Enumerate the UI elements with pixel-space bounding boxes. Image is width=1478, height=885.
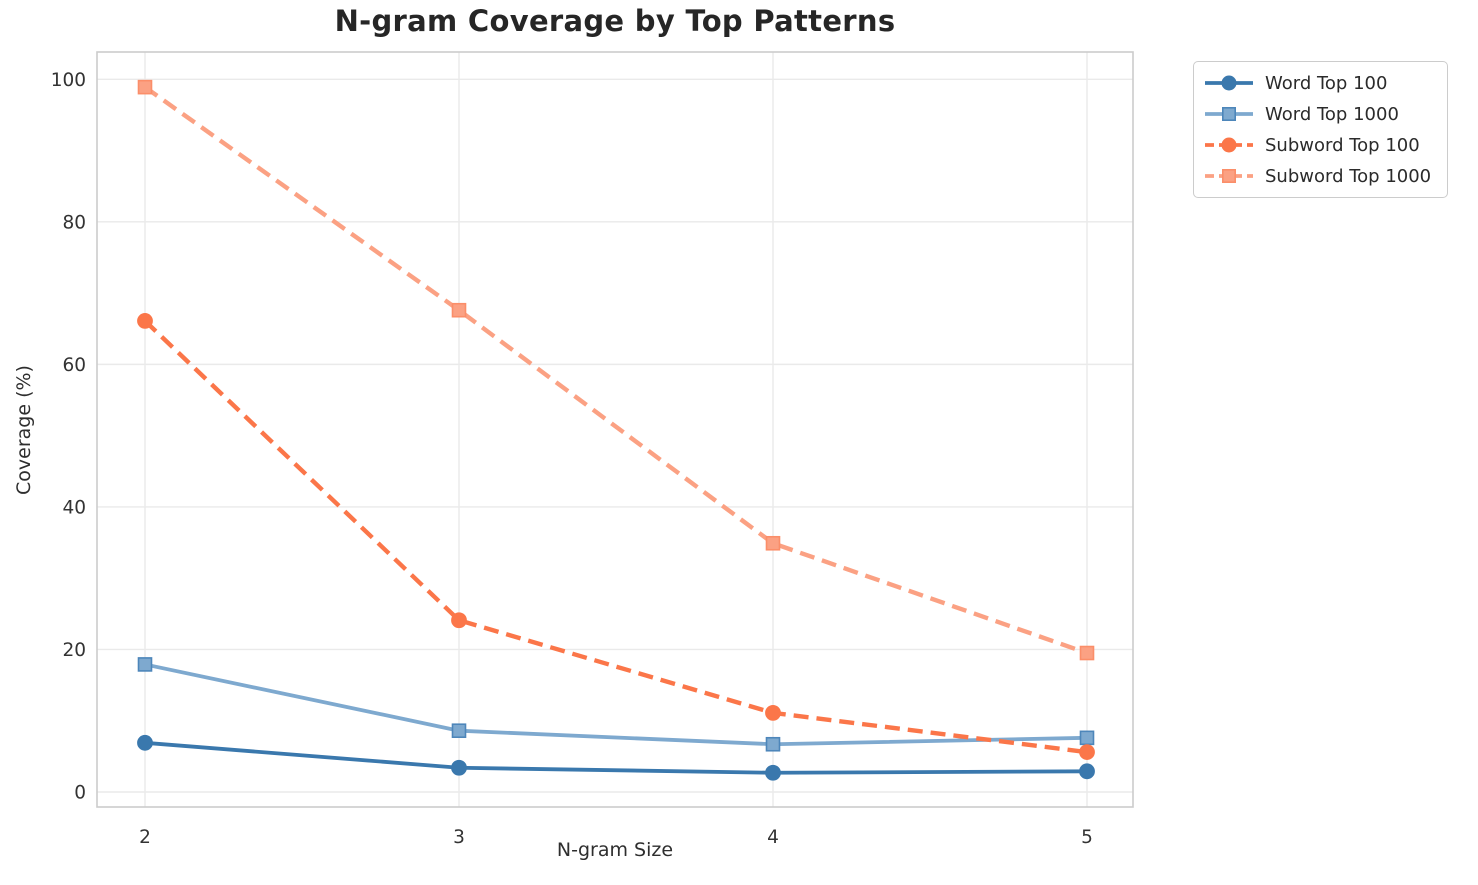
legend-item: Subword Top 100 — [1204, 133, 1431, 157]
data-point — [137, 79, 153, 95]
data-point — [451, 723, 467, 739]
x-tick-label: 2 — [139, 827, 151, 848]
data-point — [1079, 763, 1095, 780]
x-tick-label: 4 — [767, 827, 779, 848]
data-point — [1079, 744, 1095, 760]
legend-label: Subword Top 1000 — [1265, 165, 1432, 187]
legend-sample-shape — [1221, 75, 1237, 91]
data-point — [451, 612, 467, 629]
data-point — [137, 313, 153, 329]
y-tick-label: 100 — [51, 70, 86, 91]
legend: Word Top 100 Word Top 1000 Subword Top 1… — [1193, 61, 1449, 198]
data-point — [765, 535, 781, 551]
legend-line-sample-word-top-1000 — [1205, 106, 1253, 121]
legend-sample-shape — [1221, 106, 1236, 121]
legend-item: Word Top 100 — [1204, 71, 1431, 95]
data-point — [765, 764, 781, 781]
series-line-subword-top-1000 — [143, 85, 1088, 656]
data-point — [137, 657, 153, 672]
legend-sample-shape — [1221, 168, 1236, 183]
legend-label: Subword Top 100 — [1265, 134, 1420, 156]
legend-item: Word Top 1000 — [1204, 102, 1431, 126]
legend-line-sample-subword-top-1000 — [1205, 168, 1253, 183]
data-point — [451, 759, 467, 776]
legend-line-sample-subword-top-100 — [1205, 137, 1253, 153]
data-point — [137, 734, 153, 751]
y-axis-label: Coverage (%) — [13, 365, 35, 495]
y-tick-label: 40 — [62, 497, 86, 518]
y-tick-label: 20 — [62, 640, 86, 661]
data-point — [1079, 730, 1095, 746]
y-tick-label: 60 — [62, 355, 86, 376]
series-line-word-top-1000 — [144, 662, 1088, 747]
data-point — [765, 704, 781, 721]
plot-border — [96, 51, 1134, 808]
legend-label: Word Top 100 — [1265, 72, 1388, 94]
y-tick-label: 0 — [74, 783, 86, 804]
legend-line-sample-word-top-100 — [1205, 75, 1253, 91]
y-tick-label: 80 — [62, 212, 86, 233]
legend-label: Word Top 1000 — [1265, 103, 1399, 125]
legend-item: Subword Top 1000 — [1204, 164, 1431, 188]
series-line-word-top-100 — [144, 740, 1088, 775]
x-tick-label: 3 — [453, 827, 465, 848]
data-point — [765, 736, 781, 752]
series-line-subword-top-100 — [143, 319, 1088, 755]
x-axis-label: N-gram Size — [556, 839, 674, 861]
chart-title: N-gram Coverage by Top Patterns — [334, 4, 896, 38]
x-tick-label: 5 — [1081, 827, 1093, 848]
data-point — [1079, 645, 1095, 661]
legend-sample-shape — [1221, 137, 1237, 153]
data-point — [451, 302, 467, 318]
